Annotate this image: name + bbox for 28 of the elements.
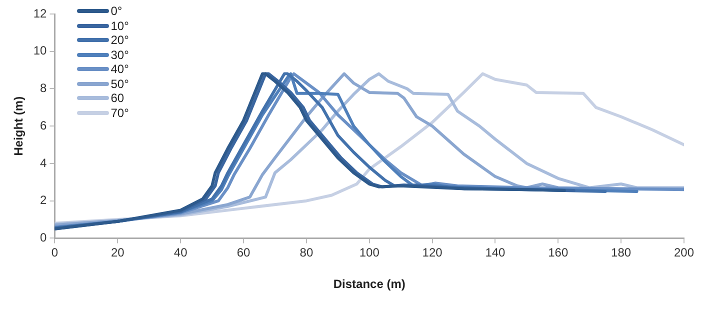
y-tick-label: 4 bbox=[40, 156, 48, 170]
x-tick-label: 140 bbox=[485, 246, 506, 260]
y-tick-label: 2 bbox=[40, 193, 48, 208]
x-tick-label: 120 bbox=[422, 246, 443, 260]
x-tick-label: 20 bbox=[110, 246, 125, 260]
legend-label: 40° bbox=[110, 62, 129, 76]
y-tick-label: 8 bbox=[40, 81, 48, 96]
x-tick-label: 0 bbox=[51, 246, 58, 260]
legend-label: 70° bbox=[110, 106, 129, 120]
y-axis-title: Height (m) bbox=[12, 96, 26, 156]
x-tick-label: 180 bbox=[611, 246, 632, 260]
y-tick-label: 10 bbox=[33, 44, 48, 58]
legend-label: 10° bbox=[110, 18, 129, 33]
legend-label: 20° bbox=[110, 33, 129, 48]
x-tick-label: 200 bbox=[674, 246, 694, 260]
y-tick-label: 12 bbox=[33, 6, 48, 20]
legend-label: 0° bbox=[110, 4, 122, 18]
legend-label: 50° bbox=[110, 76, 129, 91]
x-tick-label: 40 bbox=[174, 246, 188, 260]
x-tick-label: 100 bbox=[359, 246, 380, 260]
y-tick-label: 0 bbox=[40, 230, 48, 245]
y-tick-label: 6 bbox=[40, 118, 48, 132]
x-tick-label: 160 bbox=[548, 246, 568, 260]
legend-label: 60 bbox=[110, 91, 124, 106]
x-tick-label: 60 bbox=[236, 246, 251, 260]
legend-label: 30° bbox=[110, 48, 129, 62]
x-axis-title: Distance (m) bbox=[333, 277, 406, 292]
x-tick-label: 80 bbox=[300, 246, 314, 260]
